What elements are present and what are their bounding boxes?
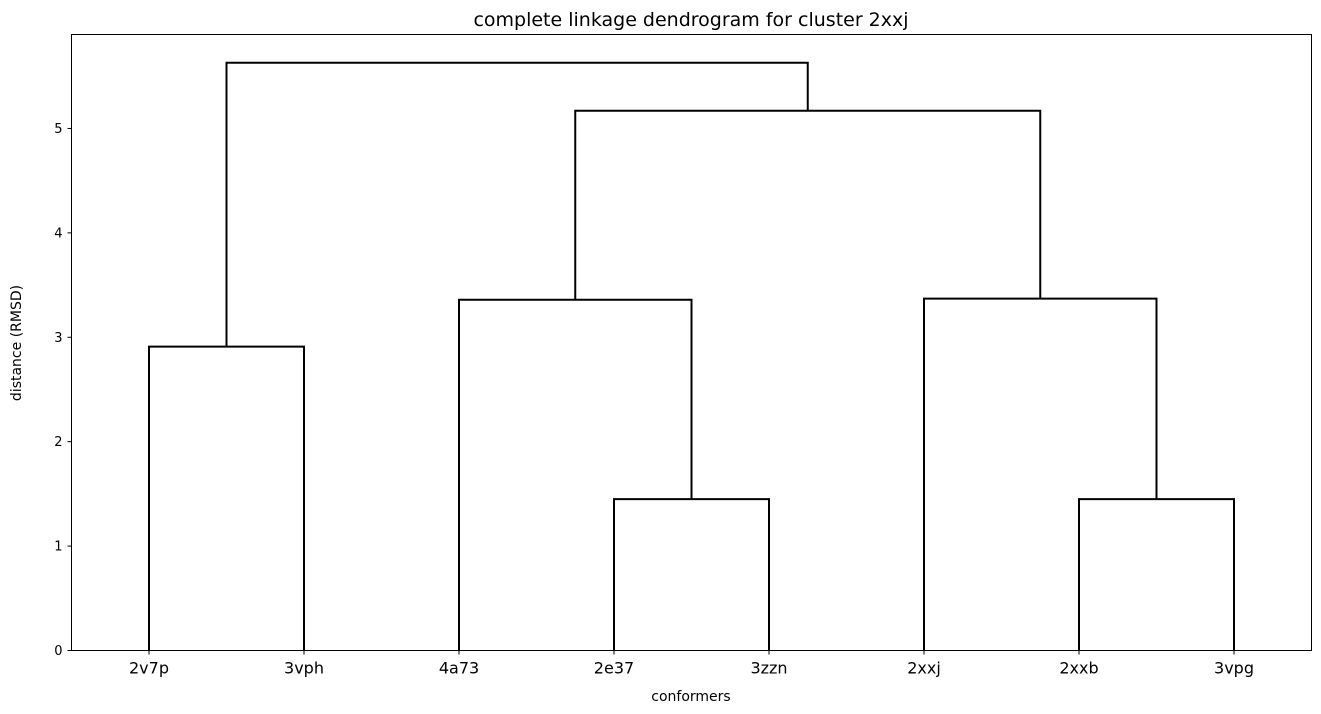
y-tick-label: 3 [54,331,62,346]
dendrogram-link [225,61,809,347]
dendrogram-link [923,297,1158,651]
y-tick-label: 5 [54,122,62,137]
plot-frame [71,34,1312,651]
leaf-label: 2xxb [1059,659,1098,678]
leaf-label: 2v7p [129,659,169,678]
y-tick-label: 0 [54,644,62,659]
dendrogram-link [148,345,305,651]
y-axis-ticks: 0 1 2 3 4 5 [54,122,72,659]
leaf-label: 4a73 [439,659,479,678]
leaf-label: 2e37 [594,659,634,678]
y-tick-label: 2 [54,435,62,450]
leaf-label: 3vpg [1214,659,1254,678]
y-tick-label: 4 [54,226,62,241]
chart-title: complete linkage dendrogram for cluster … [473,9,908,31]
dendrogram-links [148,61,1235,651]
leaf-label: 3vph [284,659,324,678]
dendrogram-link [574,109,1042,300]
x-axis-label: conformers [651,689,730,705]
leaf-label: 2xxj [907,659,941,678]
leaf-label: 3zzn [750,659,787,678]
dendrogram-link [1078,498,1235,651]
x-axis-ticks: 2v7p 3vph 4a73 2e37 3zzn 2xxj 2xxb 3vpg [129,650,1254,678]
y-axis-label: distance (RMSD) [9,285,25,401]
dendrogram-link [613,498,770,651]
dendrogram-link [458,298,693,651]
y-tick-label: 1 [54,540,62,555]
